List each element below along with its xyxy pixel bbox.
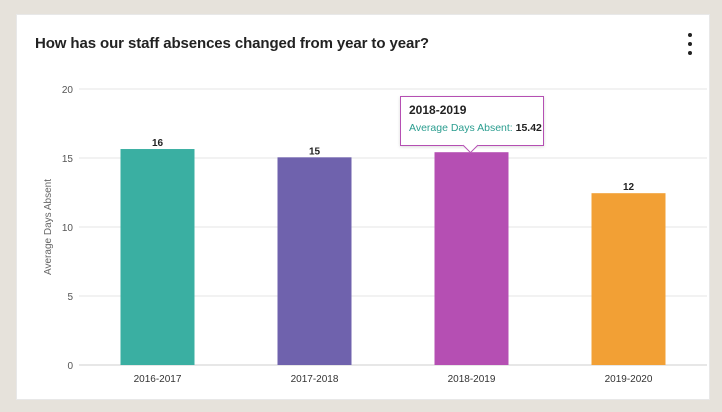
y-axis-ticks: 0 5 10 15 20	[62, 85, 74, 372]
x-axis-ticks: 2016-2017 2017-2018 2018-2019 2019-2020	[134, 374, 653, 385]
y-axis-label: Average Days Absent	[43, 179, 54, 275]
tooltip-label: Average Days Absent:	[409, 122, 513, 134]
bar-chart: 0 5 10 15 20 Average Days Absent 16 15 12 2016…	[43, 85, 707, 385]
chart-title: How has our staff absences changed from …	[35, 35, 429, 52]
x-tick-label: 2017-2018	[291, 374, 339, 385]
bar[interactable]	[434, 152, 509, 365]
bar-data-label: 15	[309, 146, 321, 157]
y-tick-label: 15	[62, 154, 74, 165]
bar[interactable]	[277, 157, 352, 365]
y-tick-label: 10	[62, 223, 74, 234]
bar-tooltip: 2018-2019 Average Days Absent: 15.42	[400, 96, 544, 146]
tooltip-title: 2018-2019	[409, 103, 467, 117]
y-tick-label: 20	[62, 85, 74, 96]
x-tick-label: 2018-2019	[448, 374, 496, 385]
x-tick-label: 2016-2017	[134, 374, 182, 385]
bars: 16 15 12	[120, 138, 666, 365]
bar-data-label: 12	[623, 182, 635, 193]
y-tick-label: 0	[67, 361, 73, 372]
x-tick-label: 2019-2020	[605, 374, 653, 385]
chart-card: How has our staff absences changed from …	[16, 14, 710, 400]
bar[interactable]	[120, 149, 195, 365]
vertical-ellipsis-icon[interactable]	[685, 33, 695, 55]
tooltip-line: Average Days Absent: 15.42	[409, 122, 542, 134]
tooltip-value: 15.42	[515, 122, 542, 134]
bar[interactable]	[591, 193, 666, 365]
bar-data-label: 16	[152, 138, 164, 149]
y-tick-label: 5	[67, 292, 73, 303]
